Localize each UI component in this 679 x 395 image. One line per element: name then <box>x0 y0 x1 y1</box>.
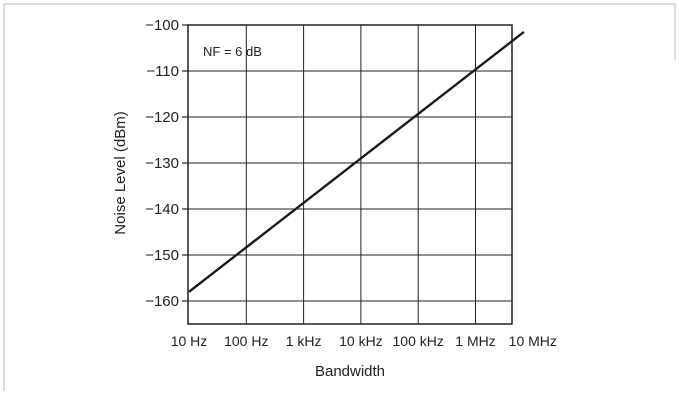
noise-level-line <box>188 30 525 293</box>
y-tick-label: −120 <box>145 109 179 126</box>
x-tick-label: 10 MHz <box>509 333 557 349</box>
plot-area <box>187 24 513 325</box>
x-tick-label: 1 kHz <box>286 333 322 349</box>
y-tick-label: −130 <box>145 155 179 172</box>
y-tick-label: −140 <box>145 201 179 218</box>
y-tick-label: −110 <box>146 63 179 80</box>
x-axis-label: Bandwidth <box>315 363 385 380</box>
x-tick-label: 10 kHz <box>339 333 383 349</box>
y-tick-label: −100 <box>145 17 179 34</box>
y-axis-ticks: −100 −110 −120 −130 −140 −150 −160 <box>145 17 188 310</box>
x-tick-label: 10 Hz <box>171 333 208 349</box>
grid <box>188 25 512 324</box>
x-axis-ticks: 10 Hz 100 Hz 1 kHz 10 kHz 100 kHz 1 MHz 10 MHz <box>171 333 557 349</box>
nf-annotation: NF = 6 dB <box>203 44 262 59</box>
y-axis-label: Noise Level (dBm) <box>112 111 129 234</box>
x-tick-label: 1 MHz <box>455 333 495 349</box>
series <box>188 30 525 293</box>
y-tick-label: −160 <box>145 293 179 310</box>
x-tick-label: 100 kHz <box>393 333 444 349</box>
y-tick-label: −150 <box>145 247 179 264</box>
x-tick-label: 100 Hz <box>224 333 268 349</box>
